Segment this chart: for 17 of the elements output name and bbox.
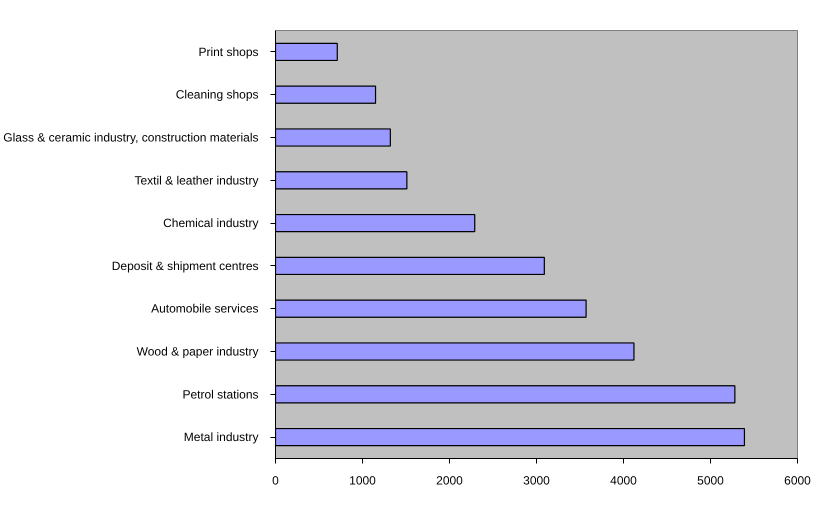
y-tick-label: Chemical industry bbox=[163, 216, 259, 230]
y-tick-label: Metal industry bbox=[184, 430, 259, 444]
x-tick-label: 1000 bbox=[349, 474, 376, 488]
y-tick-label: Wood & paper industry bbox=[136, 344, 259, 358]
x-tick-label: 2000 bbox=[436, 474, 464, 488]
x-tick-label: 6000 bbox=[784, 474, 812, 488]
y-tick-label: Cleaning shops bbox=[176, 88, 259, 102]
y-tick-label: Textil & leather industry bbox=[134, 173, 259, 188]
x-tick-label: 0 bbox=[272, 474, 280, 488]
y-tick-label: Print shops bbox=[198, 44, 258, 59]
y-tick-label: Automobile services bbox=[151, 302, 259, 316]
y-tick-label: Glass & ceramic industry, construction materials bbox=[3, 130, 259, 144]
x-tick-label: 4000 bbox=[610, 474, 638, 488]
y-tick-label: Deposit & shipment centres bbox=[112, 258, 259, 273]
x-tick-label: 3000 bbox=[523, 474, 550, 488]
y-tick-label: Petrol stations bbox=[182, 387, 259, 402]
x-tick-label: 5000 bbox=[697, 474, 724, 488]
